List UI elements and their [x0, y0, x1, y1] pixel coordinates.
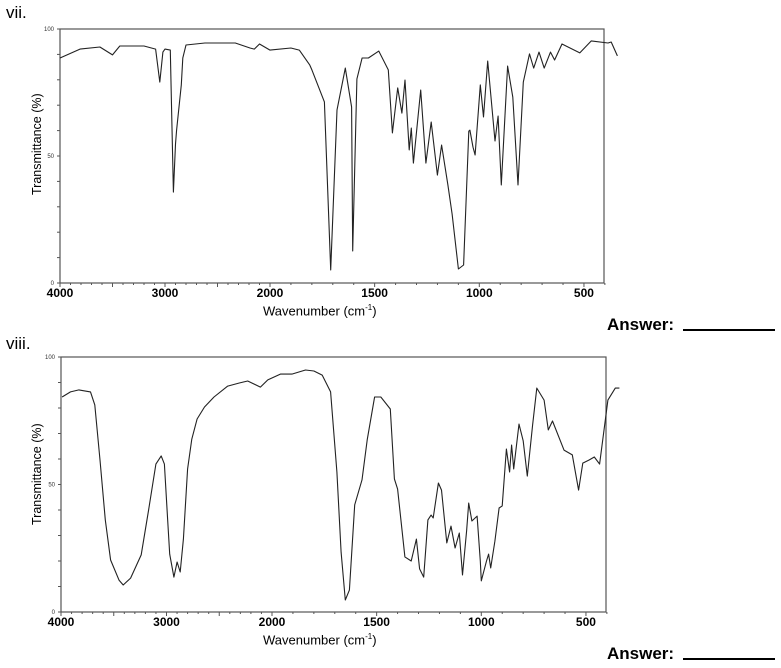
- answer-label-viii: Answer:: [607, 644, 675, 663]
- x-tick-label: 2000: [258, 615, 286, 629]
- x-axis-label-vii: Wavenumber (cm-1): [263, 303, 377, 318]
- answer-label-vii: Answer:: [607, 315, 675, 334]
- x-tick-label: 2000: [256, 286, 284, 300]
- x-tick-label: 4000: [47, 615, 75, 629]
- x-axis-label-text: Wavenumber (cm: [263, 303, 366, 319]
- answer-field-vii[interactable]: [683, 329, 775, 331]
- x-tick-label: 4000: [46, 286, 74, 300]
- y-axis-label-vii: Transmittance (%): [30, 93, 44, 195]
- question-label-viii: viii.: [6, 334, 31, 353]
- x-tick-label: 3000: [151, 286, 179, 300]
- x-tick-label: 500: [573, 286, 594, 300]
- x-axis-label-suffix: ): [372, 632, 377, 648]
- x-axis-label-superscript: -1: [365, 632, 373, 641]
- answer-field-viii[interactable]: [683, 658, 775, 660]
- spectrum-line: [61, 369, 620, 601]
- question-label-vii: vii.: [6, 3, 27, 22]
- y-tick-label: 100: [44, 27, 55, 33]
- spectrum-line: [59, 40, 618, 271]
- x-tick-label: 1500: [363, 615, 390, 629]
- x-tick-label: 3000: [153, 615, 180, 629]
- x-tick-label: 500: [575, 615, 596, 629]
- y-tick-label: 50: [47, 154, 54, 160]
- plot-frame: [59, 28, 605, 284]
- x-axis-label-suffix: ): [372, 303, 377, 319]
- plot-frame: [60, 356, 607, 613]
- x-tick-label: 1000: [465, 286, 493, 300]
- x-tick-label: 1500: [361, 286, 388, 300]
- y-tick-label: 50: [48, 483, 55, 489]
- x-axis-label-superscript: -1: [365, 303, 373, 312]
- x-tick-label: 1000: [467, 615, 495, 629]
- y-axis-label-viii: Transmittance (%): [30, 423, 44, 525]
- x-axis-label-text: Wavenumber (cm: [263, 632, 366, 648]
- x-axis-label-viii: Wavenumber (cm-1): [263, 632, 377, 647]
- y-tick-label: 100: [45, 355, 56, 361]
